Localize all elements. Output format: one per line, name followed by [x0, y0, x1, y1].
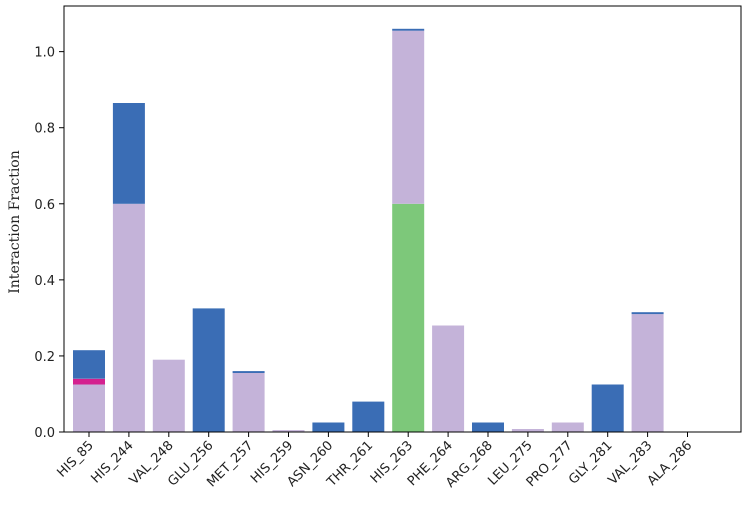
bar-segment	[511, 429, 544, 432]
y-tick-label: 0.6	[34, 198, 55, 213]
bar-segment	[192, 308, 225, 432]
bar-segment	[392, 203, 425, 432]
bar-segment	[312, 422, 345, 432]
bar-segment	[352, 401, 385, 432]
bar-segment	[232, 373, 265, 432]
bar-segment	[73, 350, 105, 379]
y-tick-label: 0.4	[34, 274, 55, 289]
bar-segment	[551, 422, 584, 432]
bar-segment	[591, 384, 624, 432]
bars-layer	[73, 28, 664, 432]
bar-segment	[272, 430, 305, 432]
x-axis: HIS_85HIS_244VAL_248GLU_256MET_257HIS_25…	[54, 432, 695, 491]
bar-segment	[631, 314, 664, 432]
bar-segment	[73, 384, 105, 432]
bar-segment	[112, 203, 145, 432]
y-tick-label: 1.0	[34, 46, 55, 61]
plot-frame	[63, 5, 742, 433]
bar-segment	[73, 378, 105, 385]
bar-segment	[112, 103, 145, 204]
bar-segment	[232, 371, 265, 373]
bar-segment	[631, 312, 664, 315]
bar-segment	[152, 359, 185, 432]
bar-segment	[472, 422, 504, 432]
y-tick-label: 0.2	[34, 350, 55, 365]
bar-segment	[432, 325, 465, 432]
y-tick-label: 0.0	[34, 426, 55, 441]
y-axis: 0.0 0.2 0.4 0.6 0.8 1.0	[34, 46, 64, 441]
y-axis-label: Interaction Fraction	[7, 150, 23, 293]
bar-segment	[392, 30, 425, 204]
bar-segment	[392, 28, 425, 31]
y-tick-label: 0.8	[34, 122, 55, 137]
